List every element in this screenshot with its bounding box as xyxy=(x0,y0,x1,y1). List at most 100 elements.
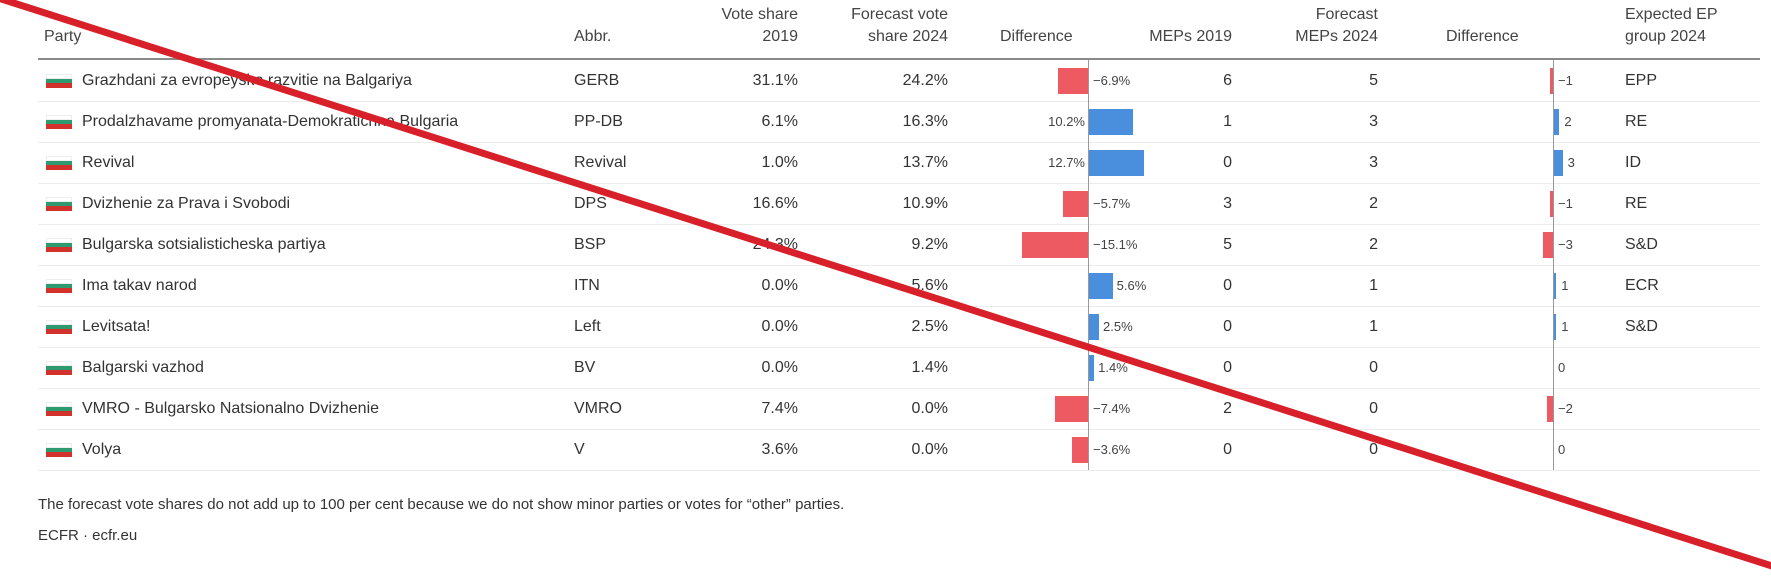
party-abbr: ITN xyxy=(574,277,600,294)
meps-2019: 1 xyxy=(1223,113,1232,130)
vote-difference-bar xyxy=(1055,396,1088,422)
vote-share-2019: 24.3% xyxy=(752,236,798,253)
ep-group: ID xyxy=(1625,154,1641,171)
forecast-vote-share-2024: 2.5% xyxy=(911,318,948,335)
forecast-meps-2024: 0 xyxy=(1369,441,1378,458)
vote-difference-bar xyxy=(1062,191,1088,217)
bulgaria-flag-icon xyxy=(46,279,72,293)
table-row: Grazhdani za evropeysko razvitie na Balg… xyxy=(38,60,1760,102)
meps-2019: 0 xyxy=(1223,359,1232,376)
table-row: Volya V 3.6% 0.0% 0 0 −3.6% 0 xyxy=(38,429,1760,471)
party-name: Dvizhenie za Prava i Svobodi xyxy=(82,195,291,212)
vote-difference-bar xyxy=(1021,232,1088,258)
ep-group: ECR xyxy=(1625,277,1659,294)
vote-difference-label: −5.7% xyxy=(1093,196,1131,211)
vote-difference-bar xyxy=(1057,68,1088,94)
meps-difference-label: −1 xyxy=(1558,196,1573,211)
table-row: Revival Revival 1.0% 13.7% 0 3 ID 12.7% 3 xyxy=(38,142,1760,184)
party-name: Prodalzhavame promyanata-Demokratichna B… xyxy=(82,113,459,130)
vote-difference-label: 5.6% xyxy=(1116,278,1147,293)
header-line: group 2024 xyxy=(1625,28,1706,45)
vote-difference-bar xyxy=(1072,437,1088,463)
table-row: Bulgarska sotsialisticheska partiya BSP 24… xyxy=(38,224,1760,266)
header-line: MEPs 2024 xyxy=(1295,28,1378,45)
header-forecast-2024: Forecast vote share 2024 xyxy=(818,4,948,48)
meps-difference-label: 2 xyxy=(1564,114,1572,129)
table-row: Dvizhenie za Prava i Svobodi DPS 16.6% 10.9… xyxy=(38,183,1760,225)
party-name: Revival xyxy=(82,154,135,171)
meps-difference-label: −3 xyxy=(1558,237,1573,252)
vote-difference-label: −7.4% xyxy=(1093,401,1131,416)
party-abbr: Left xyxy=(574,318,601,335)
meps-difference-label: −1 xyxy=(1558,73,1573,88)
header-party: Party xyxy=(44,28,82,45)
meps-difference-label: 1 xyxy=(1561,278,1569,293)
ep-group: RE xyxy=(1625,195,1648,212)
meps-2019: 6 xyxy=(1223,72,1232,89)
table-header: Party Abbr. Vote share 2019 Forecast vot… xyxy=(38,0,1760,60)
forecast-vote-share-2024: 5.6% xyxy=(911,277,948,294)
vote-share-2019: 3.6% xyxy=(761,441,798,458)
forecast-vote-share-2024: 10.9% xyxy=(902,195,948,212)
forecast-vote-share-2024: 0.0% xyxy=(911,400,948,417)
vote-difference-bar xyxy=(1088,314,1099,340)
vote-share-2019: 0.0% xyxy=(761,318,798,335)
vote-difference-label: −3.6% xyxy=(1093,442,1131,457)
vote-difference-bar xyxy=(1088,150,1144,176)
forecast-meps-2024: 2 xyxy=(1369,236,1378,253)
meps-2019: 3 xyxy=(1223,195,1232,212)
meps-difference-label: 0 xyxy=(1558,360,1566,375)
vote-difference-label: 10.2% xyxy=(1048,114,1085,129)
forecast-vote-share-2024: 24.2% xyxy=(902,72,948,89)
header-vote-difference: Difference xyxy=(1000,28,1073,45)
party-abbr: VMRO xyxy=(574,400,622,417)
footnote: The forecast vote shares do not add up t… xyxy=(38,496,845,513)
vote-difference-bar xyxy=(1088,109,1133,135)
vote-share-2019: 16.6% xyxy=(752,195,798,212)
forecast-meps-2024: 1 xyxy=(1369,318,1378,335)
bulgaria-flag-icon xyxy=(46,74,72,88)
party-name: Volya xyxy=(82,441,122,458)
vote-share-2019: 1.0% xyxy=(761,154,798,171)
header-ep-group: Expected EP group 2024 xyxy=(1625,4,1718,48)
party-abbr: Revival xyxy=(574,154,627,171)
header-forecast-meps: Forecast MEPs 2024 xyxy=(1258,4,1378,48)
ep-group: EPP xyxy=(1625,72,1658,89)
source-credit: ECFR · ecfr.eu xyxy=(38,527,138,544)
meps-2019: 0 xyxy=(1223,318,1232,335)
party-name: VMRO - Bulgarsko Natsionalno Dvizhenie xyxy=(82,400,380,417)
party-name: Balgarski vazhod xyxy=(82,359,204,376)
forecast-meps-2024: 0 xyxy=(1369,400,1378,417)
header-line: share 2024 xyxy=(867,28,948,45)
party-abbr: PP-DB xyxy=(574,113,623,130)
table-row: Ima takav narod ITN 0.0% 5.6% 0 1 ECR 5.6% 1 xyxy=(38,265,1760,307)
party-abbr: GERB xyxy=(574,72,620,89)
bulgaria-flag-icon xyxy=(46,197,72,211)
forecast-vote-share-2024: 16.3% xyxy=(902,113,948,130)
party-abbr: BV xyxy=(574,359,596,376)
party-name: Ima takav narod xyxy=(82,277,197,294)
forecast-meps-2024: 0 xyxy=(1369,359,1378,376)
header-meps-2019: MEPs 2019 xyxy=(1149,28,1232,45)
meps-difference-axis xyxy=(1553,60,1554,470)
bulgaria-flag-icon xyxy=(46,238,72,252)
vote-difference-label: 12.7% xyxy=(1048,155,1085,170)
vote-share-2019: 6.1% xyxy=(761,113,798,130)
table-row: Levitsata! Left 0.0% 2.5% 0 1 S&D 2.5% 1 xyxy=(38,306,1760,348)
ep-group: RE xyxy=(1625,113,1648,130)
party-name: Levitsata! xyxy=(82,318,151,335)
meps-difference-label: −2 xyxy=(1558,401,1573,416)
table-row: Prodalzhavame promyanata-Demokratichna B… xyxy=(38,101,1760,143)
vote-share-2019: 31.1% xyxy=(752,72,798,89)
header-vote-2019: Vote share 2019 xyxy=(678,4,799,48)
forecast-vote-share-2024: 0.0% xyxy=(911,441,948,458)
bulgaria-flag-icon xyxy=(46,156,72,170)
header-line: Forecast vote xyxy=(851,6,948,23)
vote-difference-bar xyxy=(1088,273,1113,299)
bulgaria-flag-icon xyxy=(46,402,72,416)
header-line: Forecast xyxy=(1315,6,1378,23)
meps-difference-bar xyxy=(1553,150,1563,176)
vote-share-2019: 7.4% xyxy=(761,400,798,417)
party-name: Grazhdani za evropeysko razvitie na Balg… xyxy=(82,72,412,89)
bulgaria-flag-icon xyxy=(46,115,72,129)
